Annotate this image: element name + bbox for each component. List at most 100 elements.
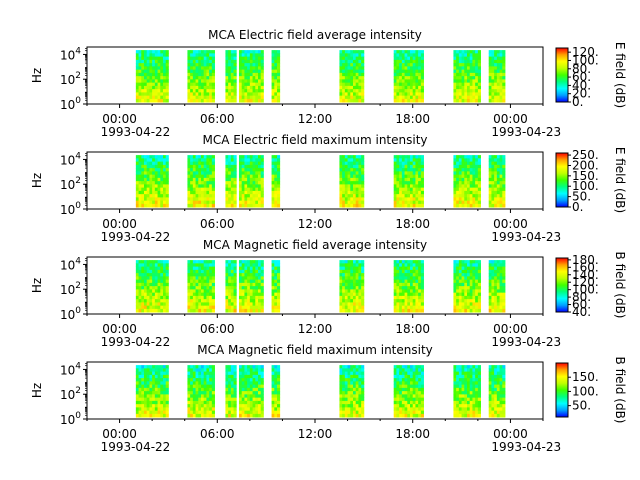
heatmap-cell (502, 66, 506, 71)
heatmap-cell (211, 76, 215, 80)
heatmap-cell (258, 164, 262, 169)
heatmap-cell (165, 400, 169, 405)
heatmap-cell (157, 260, 161, 264)
heatmap-cell (475, 371, 479, 376)
heatmap-cell (190, 374, 194, 379)
heatmap-cell (160, 190, 164, 195)
heatmap-cell (488, 203, 492, 208)
heatmap-cell (404, 59, 408, 64)
heatmap-cell (464, 194, 468, 198)
heatmap-cell (195, 292, 199, 297)
heatmap-cell (244, 378, 248, 382)
heatmap-cell (157, 269, 161, 274)
heatmap-cell (399, 371, 403, 376)
heatmap-cell (499, 95, 503, 100)
heatmap-cell (146, 410, 150, 415)
heatmap-cell (361, 410, 365, 415)
heatmap-cell (412, 289, 416, 294)
heatmap-cell (467, 69, 471, 74)
heatmap-cell (472, 181, 476, 185)
heatmap-cell (206, 286, 210, 290)
heatmap-cell (393, 89, 397, 93)
heatmap-cell (152, 305, 156, 310)
heatmap-cell (456, 282, 460, 287)
heatmap-cell (144, 177, 148, 182)
heatmap-cell (491, 98, 495, 103)
heatmap-cell (203, 174, 207, 179)
heatmap-cell (239, 89, 243, 93)
heatmap-cell (135, 387, 139, 392)
heatmap-cell (494, 92, 498, 97)
heatmap-cell (467, 200, 471, 205)
heatmap-cell (461, 69, 465, 74)
heatmap-cell (458, 289, 462, 294)
heatmap-cell (464, 72, 468, 77)
heatmap-cell (144, 282, 148, 287)
heatmap-cell (163, 295, 167, 300)
heatmap-cell (344, 289, 348, 294)
heatmap-cell (415, 295, 419, 300)
heatmap-cell (144, 203, 148, 208)
heatmap-cell (274, 400, 278, 405)
heatmap-cell (203, 89, 207, 93)
heatmap-cell (401, 391, 405, 395)
heatmap-cell (353, 181, 357, 185)
heatmap-cell (456, 387, 460, 392)
heatmap-cell (152, 387, 156, 392)
heatmap-cell (187, 56, 191, 61)
heatmap-cell (458, 79, 462, 84)
heatmap-cell (469, 286, 473, 290)
heatmap-cell (494, 368, 498, 372)
heatmap-cell (187, 177, 191, 182)
heatmap-cell (198, 168, 202, 172)
heatmap-cell (396, 384, 400, 389)
heatmap-cell (228, 299, 232, 303)
heatmap-cell (152, 381, 156, 386)
heatmap-cell (469, 194, 473, 198)
heatmap-cell (209, 200, 213, 205)
heatmap-cell (252, 158, 256, 162)
heatmap-cell (198, 95, 202, 100)
heatmap-cell (198, 407, 202, 412)
heatmap-cell (418, 410, 422, 415)
heatmap-cell (475, 397, 479, 402)
heatmap-cell (499, 66, 503, 71)
heatmap-cell (456, 289, 460, 294)
heatmap-cell (415, 155, 419, 159)
heatmap-cell (230, 397, 234, 402)
heatmap-cell (255, 200, 259, 205)
heatmap-cell (396, 63, 400, 67)
heatmap-cell (491, 56, 495, 61)
heatmap-cell (233, 184, 237, 189)
heatmap-cell (192, 273, 196, 277)
heatmap-cell (260, 295, 264, 300)
heatmap-cell (157, 374, 161, 379)
heatmap-cell (344, 394, 348, 399)
heatmap-cell (418, 289, 422, 294)
heatmap-cell (464, 79, 468, 84)
heatmap-cell (404, 197, 408, 202)
heatmap-cell (201, 155, 205, 159)
heatmap-cell (146, 184, 150, 189)
heatmap-cell (410, 95, 414, 100)
heatmap-cell (420, 171, 424, 176)
heatmap-cell (458, 305, 462, 310)
heatmap-cell (230, 282, 234, 287)
heatmap-cell (230, 305, 234, 310)
heatmap-cell (350, 381, 354, 386)
heatmap-cell (187, 158, 191, 162)
heatmap-cell (499, 263, 503, 267)
heatmap-cell (190, 59, 194, 64)
heatmap-cell (355, 82, 359, 87)
heatmap-cell (488, 269, 492, 274)
heatmap-cell (230, 279, 234, 284)
heatmap-cell (249, 158, 253, 162)
heatmap-cell (339, 397, 343, 402)
heatmap-cell (277, 273, 281, 277)
heatmap-cell (163, 92, 167, 97)
heatmap-cell (412, 59, 416, 64)
heatmap-cell (252, 164, 256, 169)
heatmap-cell (410, 82, 414, 87)
heatmap-cell (211, 273, 215, 277)
heatmap-cell (195, 158, 199, 162)
